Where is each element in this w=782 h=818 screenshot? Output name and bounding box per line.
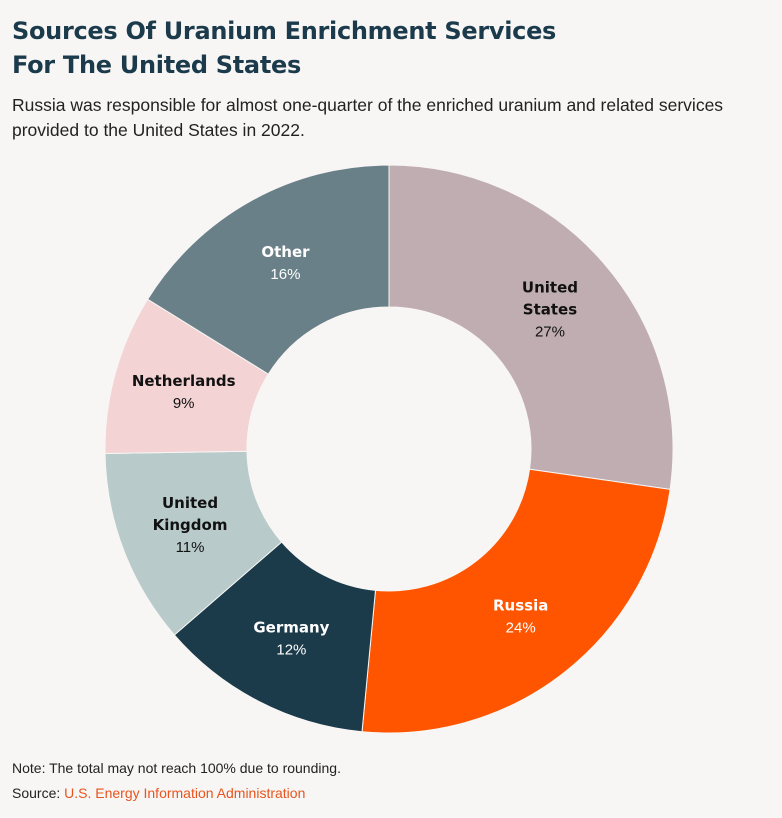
slice-name-netherlands-0: Netherlands [132, 372, 236, 390]
source-link[interactable]: U.S. Energy Information Administration [64, 785, 306, 801]
chart-title: Sources Of Uranium Enrichment Services F… [12, 14, 712, 82]
source-prefix: Source: [12, 785, 61, 801]
chart-subtitle: Russia was responsible for almost one-qu… [12, 95, 724, 140]
slice-germany [173, 541, 377, 733]
footnote: Note: The total may not reach 100% due t… [12, 760, 341, 776]
slice-label-germany: Germany 12% [253, 618, 329, 658]
slice-value-other: 16% [270, 266, 300, 283]
source-line: Source: U.S. Energy Information Administ… [12, 783, 305, 803]
slice-value-netherlands: 9% [173, 395, 195, 412]
slice-label-other: Other 16% [261, 243, 310, 283]
slice-label-russia: Russia 24% [493, 596, 548, 636]
slice-name-germany-0: Germany [253, 618, 329, 636]
slice-value-russia: 24% [506, 619, 536, 636]
slice-russia [361, 468, 671, 734]
slice-label-united-states: United States 27% [522, 279, 578, 341]
slice-value-germany: 12% [276, 641, 306, 658]
slice-label-netherlands: Netherlands 9% [132, 372, 236, 412]
slice-value-united-states: 27% [535, 324, 565, 341]
slice-label-united-kingdom: United Kingdom 11% [153, 494, 228, 556]
slice-name-united-states-0: United [522, 279, 578, 297]
slice-name-united-kingdom-1: Kingdom [153, 516, 228, 534]
chart-title-line2: For The United States [12, 51, 301, 79]
chart-title-line1: Sources Of Uranium Enrichment Services [12, 17, 557, 45]
slice-name-united-states-1: States [523, 301, 577, 319]
slice-name-russia-0: Russia [493, 596, 548, 614]
slice-other [146, 164, 390, 375]
slice-value-united-kingdom: 11% [176, 539, 205, 556]
slice-united-states [388, 164, 674, 490]
slice-name-other-0: Other [261, 243, 310, 261]
slice-name-united-kingdom-0: United [162, 494, 218, 512]
slice-united-kingdom [104, 450, 283, 636]
